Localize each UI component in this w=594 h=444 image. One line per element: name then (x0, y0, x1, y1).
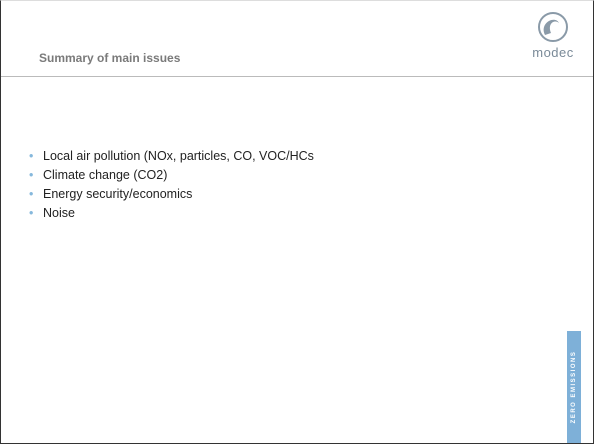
bullet-list: Local air pollution (NOx, particles, CO,… (29, 147, 314, 223)
slide-title: Summary of main issues (39, 51, 181, 65)
header-rule (1, 76, 593, 77)
logo-ring (538, 12, 568, 42)
side-banner: ZERO EMISSIONS (567, 331, 581, 443)
logo-swirl (543, 19, 559, 35)
logo: modec (532, 12, 574, 60)
bullet-item: Noise (29, 204, 314, 223)
logo-text: modec (532, 45, 574, 60)
side-banner-text: ZERO EMISSIONS (571, 350, 577, 424)
bullet-item: Energy security/economics (29, 185, 314, 204)
bullet-item: Local air pollution (NOx, particles, CO,… (29, 147, 314, 166)
bullet-item: Climate change (CO2) (29, 166, 314, 185)
